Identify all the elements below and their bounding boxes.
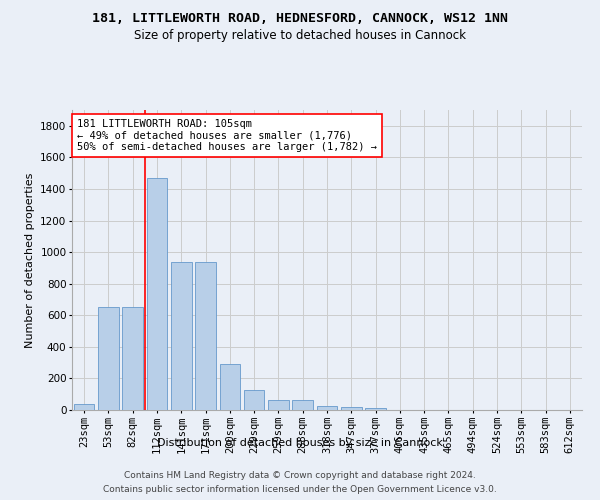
- Bar: [365, 408, 386, 410]
- Text: Size of property relative to detached houses in Cannock: Size of property relative to detached ho…: [134, 29, 466, 42]
- Bar: [98, 308, 119, 410]
- Bar: [146, 178, 167, 410]
- Bar: [317, 406, 337, 410]
- Bar: [244, 390, 265, 410]
- Text: Contains public sector information licensed under the Open Government Licence v3: Contains public sector information licen…: [103, 484, 497, 494]
- Bar: [122, 308, 143, 410]
- Bar: [171, 262, 191, 410]
- Bar: [195, 262, 216, 410]
- Bar: [268, 400, 289, 410]
- Text: 181 LITTLEWORTH ROAD: 105sqm
← 49% of detached houses are smaller (1,776)
50% of: 181 LITTLEWORTH ROAD: 105sqm ← 49% of de…: [77, 119, 377, 152]
- Text: Distribution of detached houses by size in Cannock: Distribution of detached houses by size …: [157, 438, 443, 448]
- Bar: [220, 364, 240, 410]
- Text: Contains HM Land Registry data © Crown copyright and database right 2024.: Contains HM Land Registry data © Crown c…: [124, 472, 476, 480]
- Bar: [341, 407, 362, 410]
- Text: 181, LITTLEWORTH ROAD, HEDNESFORD, CANNOCK, WS12 1NN: 181, LITTLEWORTH ROAD, HEDNESFORD, CANNO…: [92, 12, 508, 26]
- Y-axis label: Number of detached properties: Number of detached properties: [25, 172, 35, 348]
- Bar: [74, 404, 94, 410]
- Bar: [292, 400, 313, 410]
